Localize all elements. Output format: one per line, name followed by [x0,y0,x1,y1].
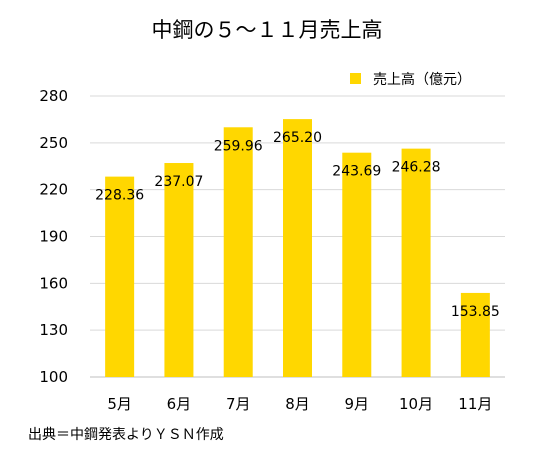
y-tick-label: 160 [39,274,68,292]
y-axis-ticks: 100 130 160 190 220 250 280 [39,87,68,386]
data-label: 246.28 [392,160,441,176]
y-tick-label: 250 [39,134,68,152]
data-label: 243.69 [332,164,381,180]
bar [283,119,312,378]
y-tick-label: 280 [39,87,68,105]
x-axis-categories: 5月 6月 7月 8月 9月 10月 11月 [107,395,492,413]
x-category-label: 6月 [167,395,192,413]
legend-label: 売上高（億元） [373,71,471,88]
x-category-label: 9月 [345,395,370,413]
legend: 売上高（億元） [350,71,471,88]
source-note: 出典＝中鋼発表よりＹＳＮ作成 [28,427,224,443]
x-category-label: 5月 [107,395,132,413]
data-label: 228.36 [95,188,144,204]
y-tick-label: 100 [39,368,68,386]
data-label: 259.96 [214,138,263,154]
data-label: 265.20 [273,130,322,146]
chart-title: 中鋼の５～１１月売上高 [152,18,383,42]
y-tick-label: 190 [39,228,68,246]
bar [164,163,194,377]
y-tick-label: 220 [39,181,68,199]
x-category-label: 11月 [458,395,492,413]
bar [342,152,372,377]
bar [401,148,431,377]
x-category-label: 10月 [399,395,433,413]
bar [460,292,490,377]
x-category-label: 7月 [226,395,251,413]
data-labels: 228.36 237.07 259.96 265.20 243.69 246.28 153.… [95,130,500,320]
legend-swatch [350,73,361,84]
data-label: 153.85 [451,304,500,320]
bars [105,119,490,378]
y-tick-label: 130 [39,321,68,339]
data-label: 237.07 [154,174,203,190]
bar [223,127,253,377]
x-category-label: 8月 [285,395,310,413]
bar [105,176,135,377]
